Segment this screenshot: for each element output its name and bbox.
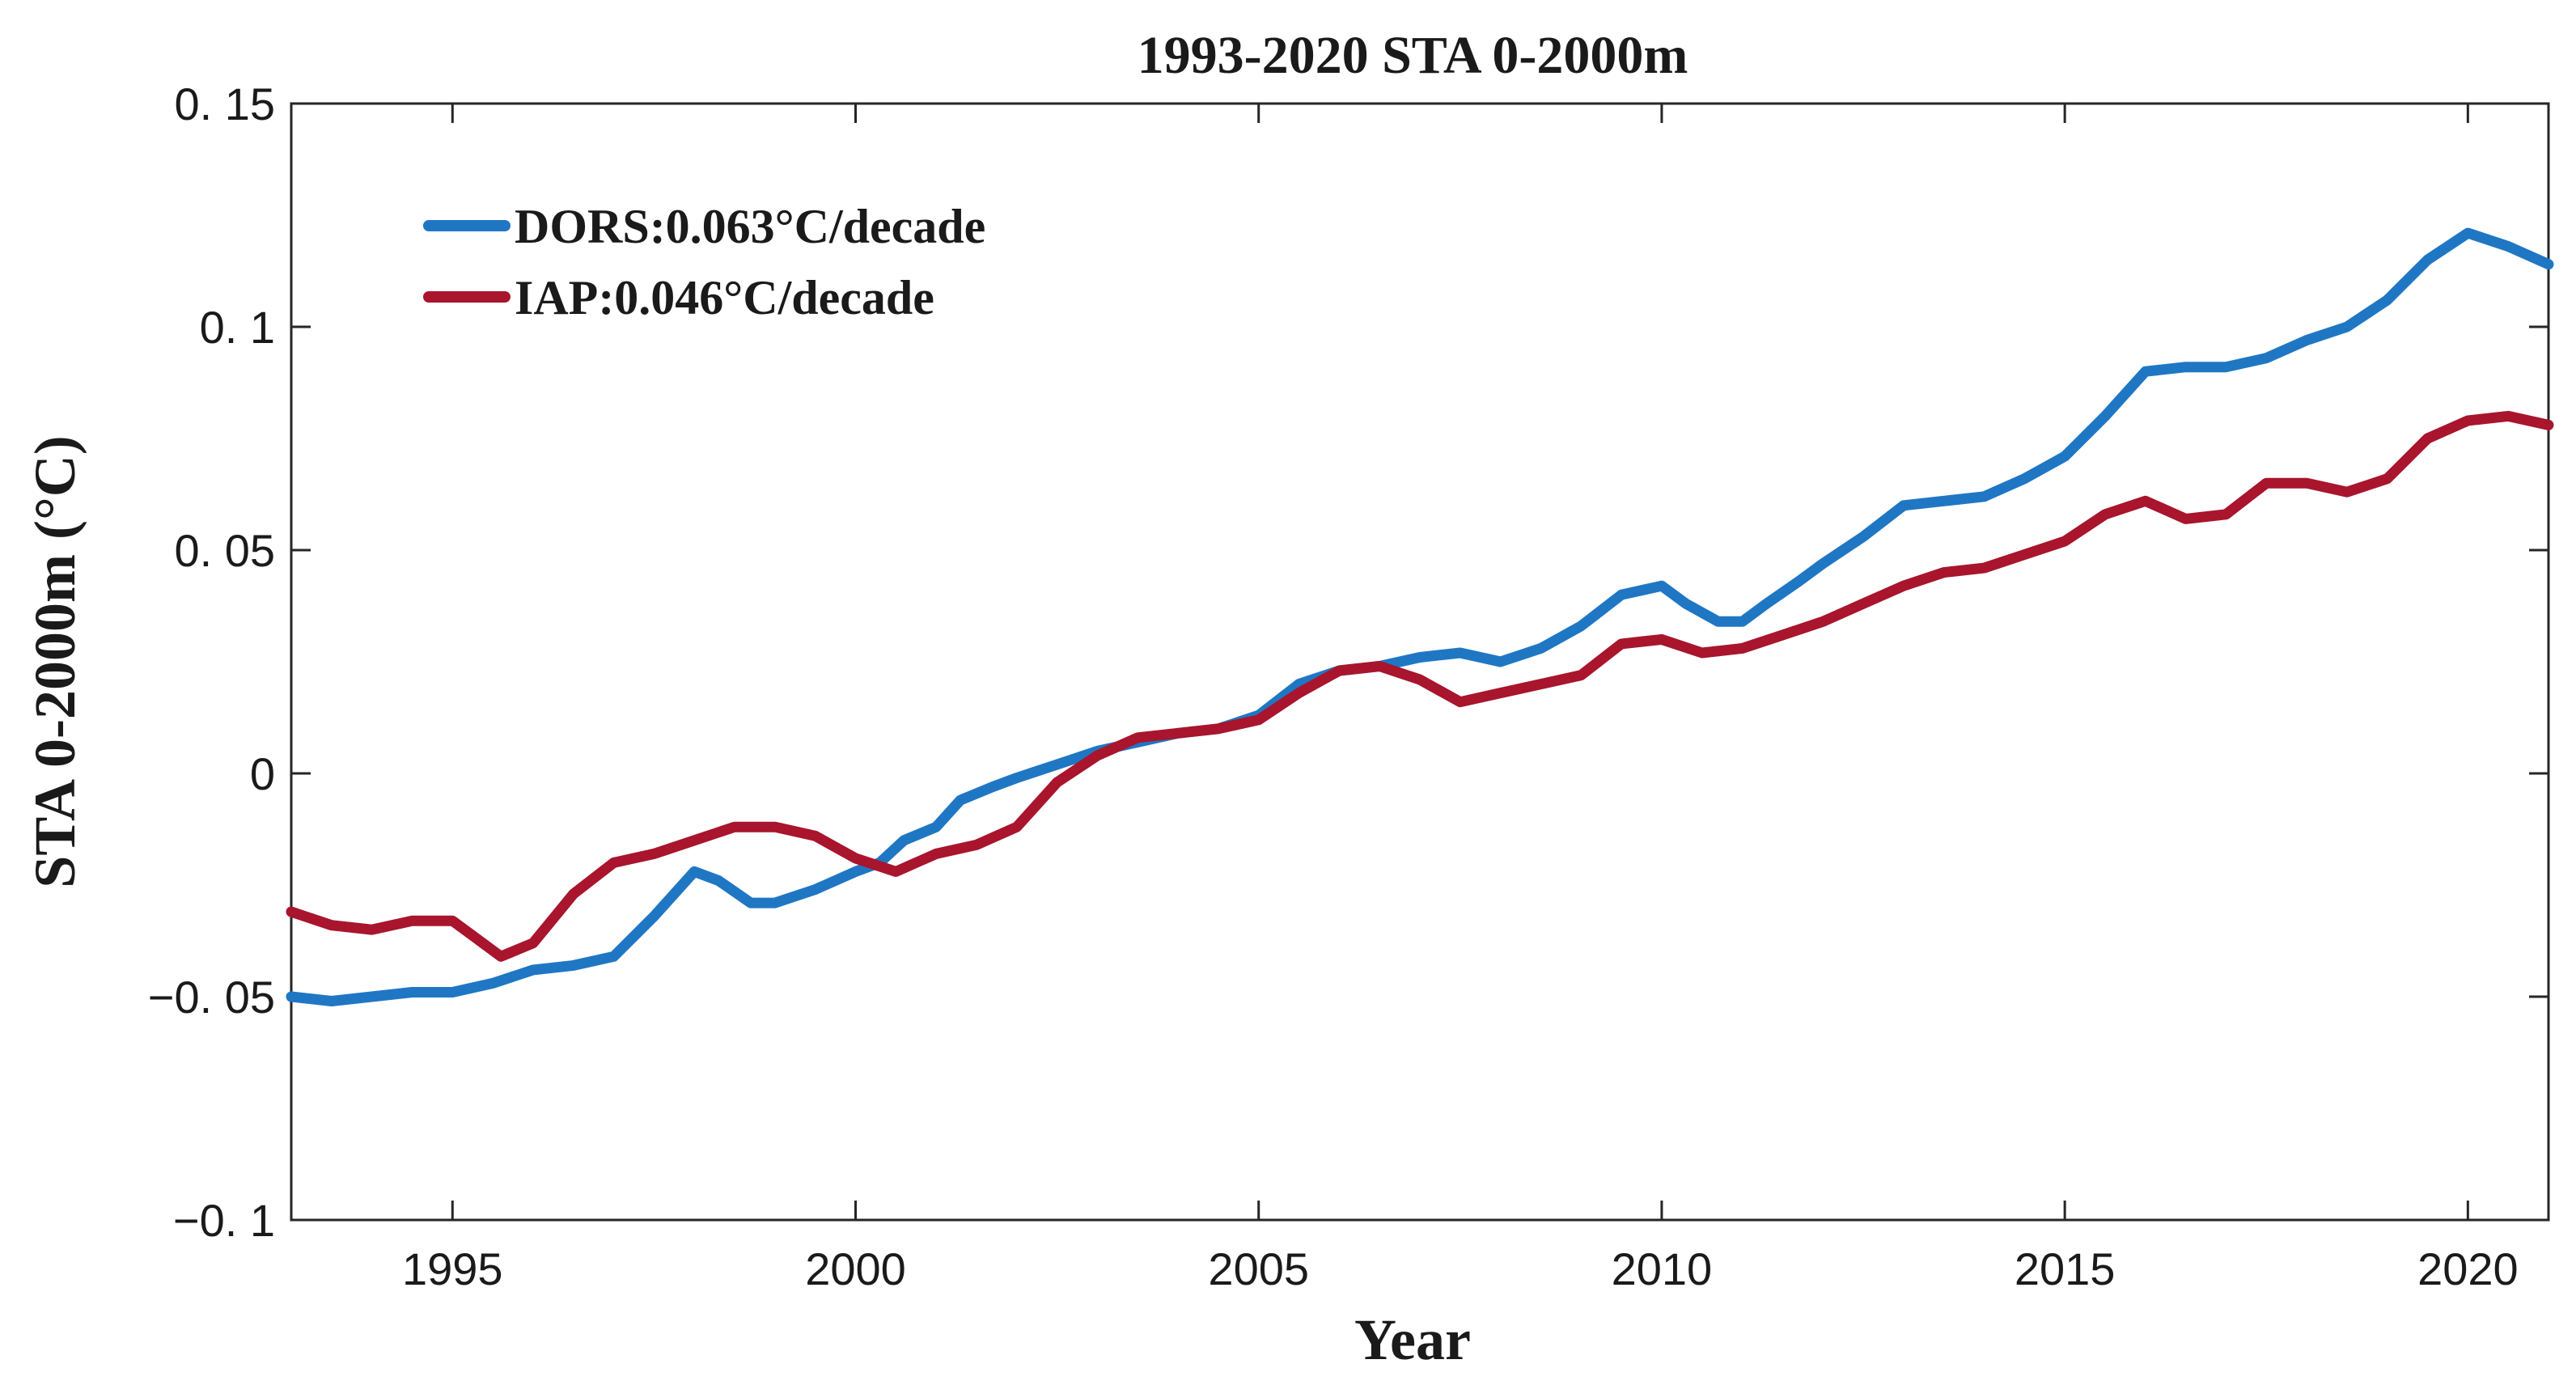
series-line-iap — [286, 410, 2554, 962]
legend: DORS:0.063°C/decade IAP:0.046°C/decade — [423, 200, 985, 324]
y-tick-label: 0. 1 — [200, 302, 275, 353]
x-tick-label: 2005 — [1208, 1243, 1309, 1294]
legend-label-iap: IAP:0.046°C/decade — [515, 271, 934, 324]
x-tick-label: 2000 — [805, 1243, 906, 1294]
x-axis-label: Year — [1354, 1307, 1471, 1372]
y-tick-label: 0 — [250, 748, 275, 799]
legend-label-dors: DORS:0.063°C/decade — [515, 200, 985, 253]
y-axis: −0. 1 −0. 05 0 0. 05 0. 1 0. 15 — [148, 78, 2548, 1246]
y-tick-label: 0. 15 — [174, 78, 275, 129]
x-tick-label: 2010 — [1612, 1243, 1713, 1294]
series-line-dors — [286, 227, 2554, 1006]
y-tick-label: −0. 05 — [148, 972, 275, 1023]
x-tick-label: 2015 — [2015, 1243, 2116, 1294]
x-axis: 1995 2000 2005 2010 2015 2020 — [402, 104, 2519, 1294]
x-tick-label: 2020 — [2417, 1243, 2519, 1294]
y-axis-label: STA 0-2000m (°C) — [23, 435, 87, 887]
y-tick-label: 0. 05 — [174, 525, 275, 576]
chart-title: 1993-2020 STA 0-2000m — [1138, 26, 1688, 85]
x-tick-label: 1995 — [402, 1243, 503, 1294]
series-layer — [286, 227, 2554, 1006]
y-tick-label: −0. 1 — [173, 1195, 275, 1246]
